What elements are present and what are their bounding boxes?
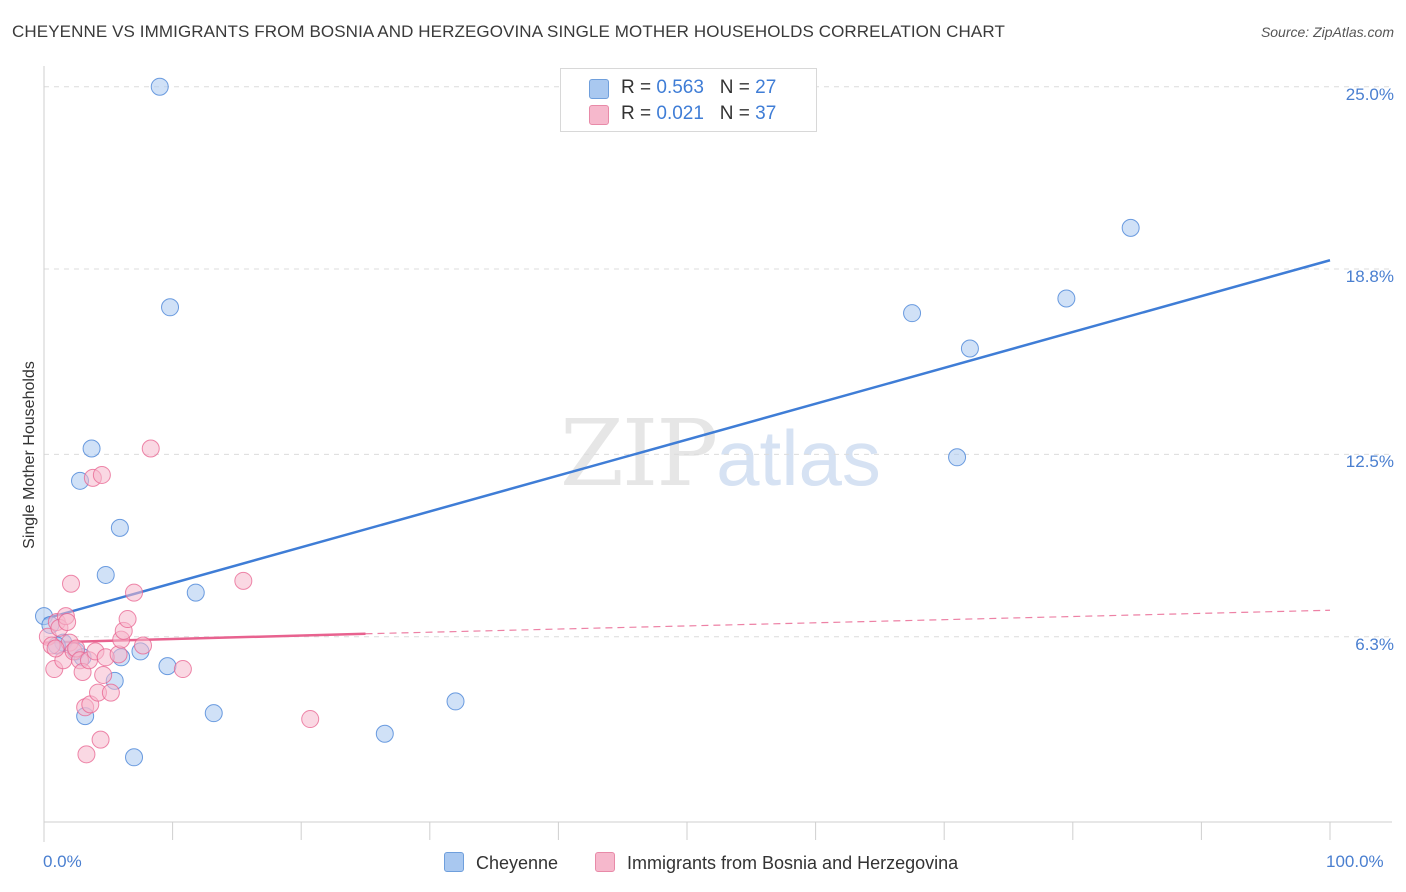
- cheyenne-point: [125, 748, 144, 767]
- bottom-legend-bosnia: Immigrants from Bosnia and Herzegovina: [595, 852, 958, 874]
- legend-r-value: 0.563: [656, 77, 704, 98]
- bosnia-point: [62, 574, 81, 593]
- bottom-legend-swatch-cheyenne: [444, 852, 464, 872]
- axes: [43, 66, 1392, 842]
- bosnia-point: [77, 745, 96, 764]
- legend-text-bosnia: R = 0.021 N = 37: [621, 103, 776, 125]
- bosnia-trend-line-dashed: [365, 609, 1331, 635]
- cheyenne-point: [204, 704, 223, 723]
- legend-text-cheyenne: R = 0.563 N = 27: [621, 77, 776, 99]
- cheyenne-point: [1121, 218, 1140, 237]
- legend-n-value: 27: [755, 77, 777, 98]
- cheyenne-point: [110, 518, 129, 537]
- legend-swatch-bosnia: [589, 105, 609, 125]
- bosnia-point: [301, 710, 320, 729]
- bosnia-point: [234, 571, 253, 590]
- y-tick-label: 6.3%: [1355, 634, 1394, 654]
- cheyenne-point: [150, 77, 169, 96]
- cheyenne-point: [96, 565, 115, 584]
- bosnia-point: [118, 610, 137, 629]
- trend-lines: [43, 259, 1331, 644]
- legend-n-label: N =: [719, 103, 756, 124]
- legend-swatch-cheyenne: [589, 79, 609, 99]
- bosnia-point: [141, 439, 160, 458]
- cheyenne-point: [161, 298, 180, 317]
- x-tick-label-min: 0.0%: [43, 852, 82, 871]
- grid-lines: [44, 86, 1392, 638]
- bosnia-point: [46, 639, 65, 658]
- bosnia-point: [91, 730, 110, 749]
- x-tick-label-max: 100.0%: [1326, 852, 1384, 871]
- cheyenne-point: [186, 583, 205, 602]
- cheyenne-trend-line: [43, 259, 1331, 621]
- legend-r-value: 0.021: [656, 103, 704, 124]
- legend-r-label: R =: [621, 77, 657, 98]
- legend-r-label: R =: [621, 103, 657, 124]
- bosnia-trend-line: [43, 632, 366, 644]
- y-axis-label: Single Mother Households: [21, 361, 38, 549]
- bosnia-point: [134, 636, 153, 655]
- legend-n-value: 37: [755, 103, 777, 124]
- correlation-legend: R = 0.563 N = 27 R = 0.021 N = 37: [560, 68, 817, 132]
- bosnia-point: [92, 465, 111, 484]
- watermark-atlas: atlas: [716, 414, 881, 502]
- cheyenne-point: [948, 448, 967, 467]
- bosnia-point: [94, 665, 113, 684]
- cheyenne-point: [82, 439, 101, 458]
- cheyenne-point: [960, 339, 979, 358]
- bosnia-point: [109, 645, 128, 664]
- source-credit: Source: ZipAtlas.com: [1260, 24, 1394, 40]
- watermark: ZIPatlas: [560, 400, 881, 507]
- data-points: [35, 77, 1140, 767]
- y-tick-label: 18.8%: [1345, 267, 1394, 287]
- legend-n-label: N =: [719, 77, 756, 98]
- cheyenne-point: [158, 657, 177, 676]
- bottom-legend-cheyenne: Cheyenne: [444, 852, 558, 874]
- cheyenne-point: [446, 692, 465, 711]
- bosnia-point: [58, 613, 77, 631]
- bottom-legend-swatch-bosnia: [595, 852, 615, 872]
- bosnia-point: [173, 660, 192, 679]
- y-tick-label: 12.5%: [1345, 452, 1394, 472]
- bosnia-point: [101, 683, 120, 702]
- bottom-legend-label-bosnia: Immigrants from Bosnia and Herzegovina: [627, 853, 959, 873]
- cheyenne-point: [375, 724, 394, 743]
- bottom-legend-label-cheyenne: Cheyenne: [476, 853, 559, 873]
- cheyenne-point: [903, 304, 922, 323]
- chart-title: CHEYENNE VS IMMIGRANTS FROM BOSNIA AND H…: [12, 22, 1005, 41]
- bosnia-point: [125, 583, 144, 602]
- cheyenne-point: [1057, 289, 1076, 308]
- y-tick-label: 25.0%: [1345, 84, 1394, 104]
